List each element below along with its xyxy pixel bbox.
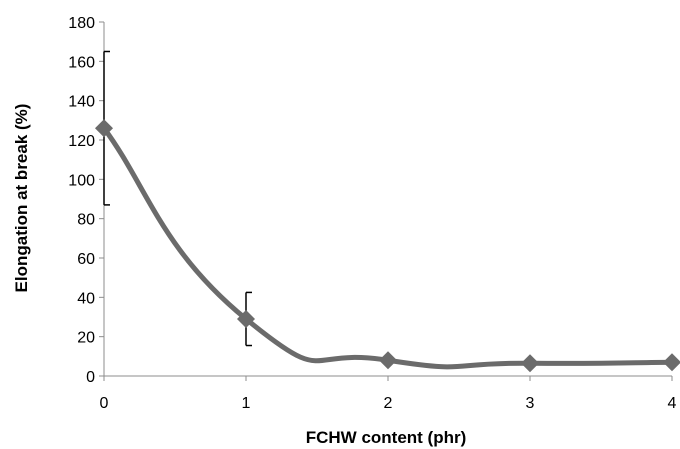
y-tick-label: 100 — [68, 172, 95, 189]
error-bars — [103, 50, 252, 347]
y-tick-label: 180 — [68, 15, 95, 32]
x-axis-ticks: 0 1 2 3 4 — [100, 376, 677, 412]
data-point — [95, 119, 113, 138]
data-points — [95, 119, 680, 373]
y-axis-title: Elongation at break (%) — [12, 104, 31, 293]
data-point — [237, 309, 255, 328]
y-tick-label: 20 — [77, 330, 95, 347]
series-line — [101, 125, 675, 370]
y-tick-label: 80 — [77, 212, 95, 229]
data-point — [663, 353, 680, 372]
x-tick-label: 3 — [526, 395, 535, 412]
y-tick-label: 60 — [77, 251, 95, 268]
y-axis-ticks: 0 20 40 60 80 100 120 140 160 180 — [68, 15, 104, 386]
data-point — [521, 354, 539, 373]
y-tick-label: 0 — [86, 369, 95, 386]
x-tick-label: 4 — [668, 395, 677, 412]
x-tick-label: 0 — [100, 395, 109, 412]
x-tick-label: 2 — [384, 395, 393, 412]
y-tick-label: 160 — [68, 54, 95, 71]
x-tick-label: 1 — [242, 395, 251, 412]
data-point — [379, 351, 397, 370]
x-axis-title: FCHW content (phr) — [306, 428, 467, 447]
y-tick-label: 120 — [68, 133, 95, 150]
y-tick-label: 140 — [68, 94, 95, 111]
y-tick-label: 40 — [77, 290, 95, 307]
